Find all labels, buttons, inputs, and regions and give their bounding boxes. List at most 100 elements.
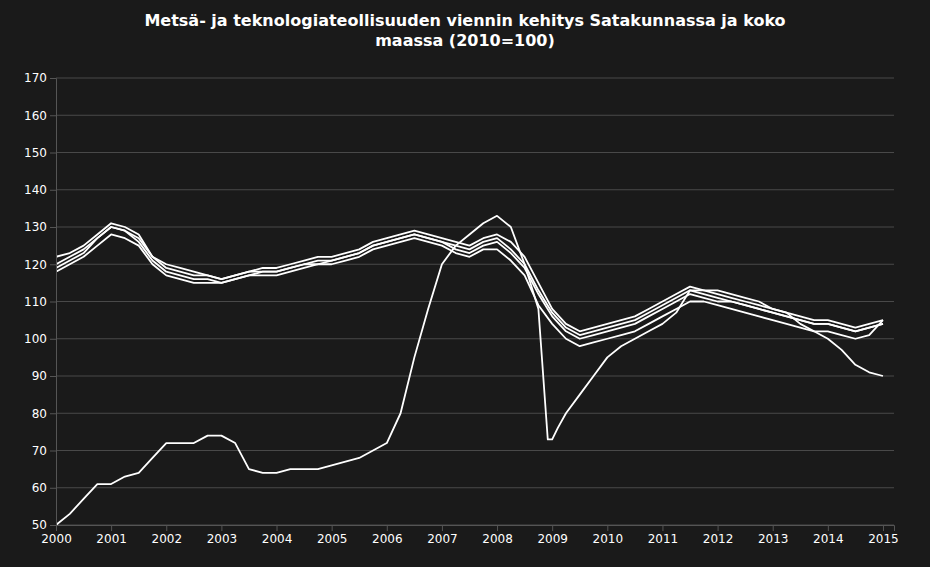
title-line: maassa (2010=100) — [375, 31, 555, 50]
tick-mark — [332, 525, 333, 531]
tick: 100 — [24, 332, 56, 346]
grid-line — [56, 338, 894, 339]
tick: 2007 — [427, 525, 458, 546]
tick: 2012 — [703, 525, 734, 546]
grid-line — [56, 152, 894, 153]
tick: 2009 — [537, 525, 568, 546]
tick-label: 2013 — [758, 532, 789, 546]
tick-mark — [828, 525, 829, 531]
tick: 80 — [32, 407, 56, 421]
title-line: Metsä- ja teknologiateollisuuden viennin… — [144, 11, 785, 30]
tick-label: 2012 — [703, 532, 734, 546]
tick: 60 — [32, 481, 56, 495]
tick-label: 120 — [24, 258, 47, 272]
tick-mark — [50, 376, 56, 377]
line — [56, 234, 883, 346]
tick-mark — [387, 525, 388, 531]
axis-line — [57, 526, 895, 532]
tick-label: 2014 — [813, 532, 844, 546]
tick-mark — [50, 525, 56, 526]
tick: 160 — [24, 109, 56, 123]
tick-mark — [50, 339, 56, 340]
tick-mark — [662, 525, 663, 531]
tick-label: 130 — [24, 220, 47, 234]
tick: 2013 — [758, 525, 789, 546]
background — [0, 0, 930, 567]
y-axis: 50 60 70 80 90 100 110 120 130 140 150 160 170 — [24, 71, 56, 532]
tick-mark — [50, 413, 56, 414]
tick: 2006 — [372, 525, 403, 546]
tick-mark — [50, 451, 56, 452]
line — [56, 223, 883, 331]
tick-label: 2006 — [372, 532, 403, 546]
tick-label: 2003 — [207, 532, 238, 546]
tick: 120 — [24, 258, 56, 272]
tick-label: 2002 — [151, 532, 182, 546]
tick-label: 90 — [32, 369, 47, 383]
tick-label: 2000 — [41, 532, 72, 546]
tick-mark — [773, 525, 774, 531]
plot: 2000 2001 2002 2003 2004 2005 2006 2007 2008 2009… — [24, 71, 899, 545]
tick-label: 110 — [24, 295, 47, 309]
tick-mark — [50, 488, 56, 489]
tick-mark — [607, 525, 608, 531]
tick-label: 80 — [32, 407, 47, 421]
tick-label: 160 — [24, 109, 47, 123]
tick: 2003 — [207, 525, 238, 546]
line — [56, 227, 883, 339]
tick-label: 2005 — [317, 532, 348, 546]
tick-mark — [277, 525, 278, 531]
tick-label: 2011 — [648, 532, 679, 546]
tick: 140 — [24, 183, 56, 197]
tick-label: 150 — [24, 146, 47, 160]
tick-mark — [50, 264, 56, 265]
title: Metsä- ja teknologiateollisuuden viennin… — [144, 11, 785, 50]
tick-label: 2009 — [537, 532, 568, 546]
axis-line — [50, 79, 57, 526]
tick-label: 2004 — [262, 532, 293, 546]
tick-mark — [50, 190, 56, 191]
tick-mark — [111, 525, 112, 531]
tick-mark — [50, 227, 56, 228]
line — [56, 227, 883, 335]
tick-label: 2001 — [96, 532, 127, 546]
tick: 130 — [24, 220, 56, 234]
grid-line — [56, 264, 894, 265]
tick-mark — [497, 525, 498, 531]
tick: 150 — [24, 146, 56, 160]
lines — [56, 216, 883, 525]
chart: Metsä- ja teknologiateollisuuden viennin… — [0, 0, 930, 567]
tick: 2011 — [648, 525, 679, 546]
tick: 2001 — [96, 525, 127, 546]
tick-mark — [552, 525, 553, 531]
tick: 2010 — [593, 525, 624, 546]
grid-line — [56, 78, 894, 79]
tick-label: 60 — [32, 481, 47, 495]
tick-mark — [50, 78, 56, 79]
tick: 110 — [24, 295, 56, 309]
tick-label: 70 — [32, 444, 47, 458]
tick-label: 50 — [32, 518, 47, 532]
grid-line — [56, 487, 894, 488]
grid-line — [56, 115, 894, 116]
grid-line — [56, 376, 894, 377]
tick-label: 170 — [24, 71, 47, 85]
tick-label: 2015 — [868, 532, 899, 546]
tick: 170 — [24, 71, 56, 85]
tick: 50 — [32, 518, 56, 532]
grid-line — [56, 450, 894, 451]
tick: 90 — [32, 369, 56, 383]
grid-line — [56, 301, 894, 302]
grid-line — [56, 227, 894, 228]
tick: 2008 — [482, 525, 513, 546]
tick-label: 2007 — [427, 532, 458, 546]
tick: 2015 — [868, 525, 899, 546]
tick-label: 140 — [24, 183, 47, 197]
tick-label: 100 — [24, 332, 47, 346]
tick: 70 — [32, 444, 56, 458]
tick-mark — [442, 525, 443, 531]
tick-mark — [166, 525, 167, 531]
grid — [56, 78, 894, 525]
tick-mark — [883, 525, 884, 531]
tick-mark — [718, 525, 719, 531]
